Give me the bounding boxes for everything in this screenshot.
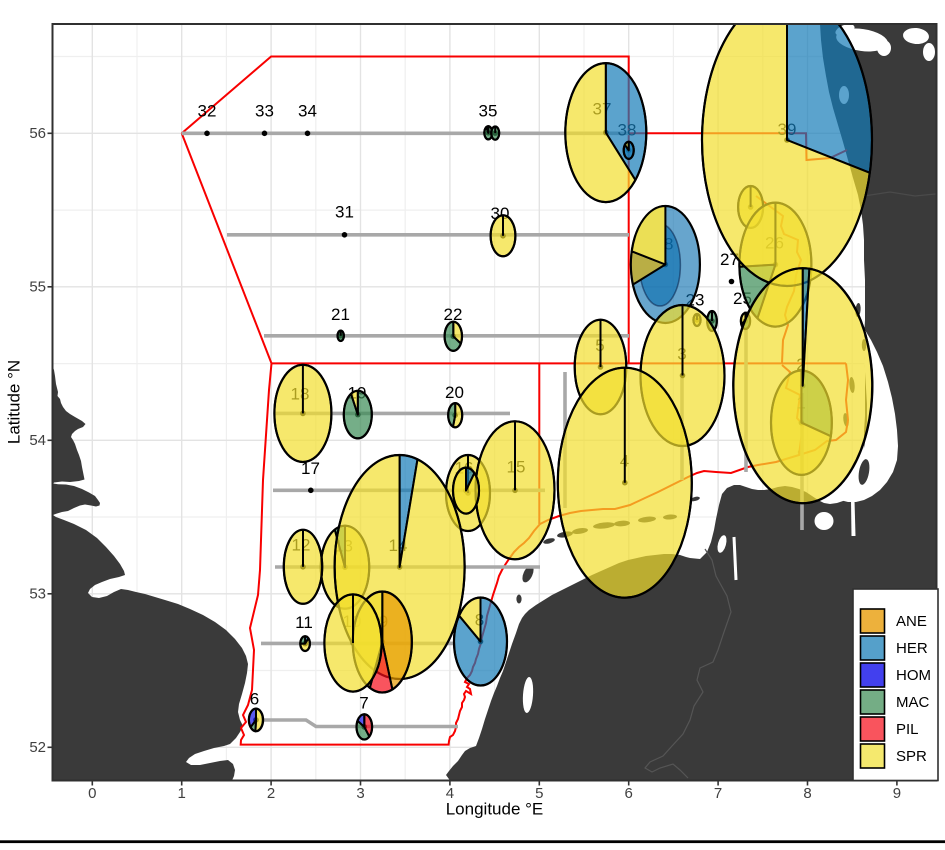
svg-text:6: 6 — [250, 690, 259, 709]
svg-text:52: 52 — [29, 739, 46, 756]
svg-text:21: 21 — [331, 305, 350, 324]
svg-text:HOM: HOM — [896, 667, 931, 684]
svg-text:8: 8 — [803, 785, 811, 802]
svg-text:53: 53 — [29, 585, 46, 602]
svg-text:SPR: SPR — [896, 748, 927, 765]
svg-text:17: 17 — [301, 459, 320, 478]
svg-text:2: 2 — [267, 785, 275, 802]
svg-text:3: 3 — [356, 785, 364, 802]
svg-text:35: 35 — [479, 102, 498, 121]
svg-text:6: 6 — [625, 785, 633, 802]
svg-text:Latitude °N: Latitude °N — [5, 360, 24, 444]
svg-text:55: 55 — [29, 278, 46, 295]
svg-text:7: 7 — [714, 785, 722, 802]
svg-text:31: 31 — [335, 203, 354, 222]
svg-text:5: 5 — [535, 785, 543, 802]
svg-text:HER: HER — [896, 640, 928, 657]
svg-text:32: 32 — [198, 102, 217, 121]
svg-text:33: 33 — [255, 102, 274, 121]
svg-text:9: 9 — [893, 785, 901, 802]
svg-text:34: 34 — [298, 102, 317, 121]
svg-text:MAC: MAC — [896, 694, 930, 711]
svg-text:7: 7 — [359, 694, 368, 713]
svg-text:1: 1 — [178, 785, 186, 802]
svg-text:0: 0 — [88, 785, 96, 802]
svg-text:11: 11 — [295, 613, 313, 632]
svg-text:20: 20 — [445, 383, 464, 402]
svg-text:4: 4 — [446, 785, 454, 802]
svg-text:54: 54 — [29, 432, 46, 449]
svg-text:ANE: ANE — [896, 613, 927, 630]
svg-text:Longitude °E: Longitude °E — [446, 800, 544, 819]
svg-text:56: 56 — [29, 125, 46, 142]
svg-text:22: 22 — [444, 305, 463, 324]
svg-text:PIL: PIL — [896, 721, 919, 738]
